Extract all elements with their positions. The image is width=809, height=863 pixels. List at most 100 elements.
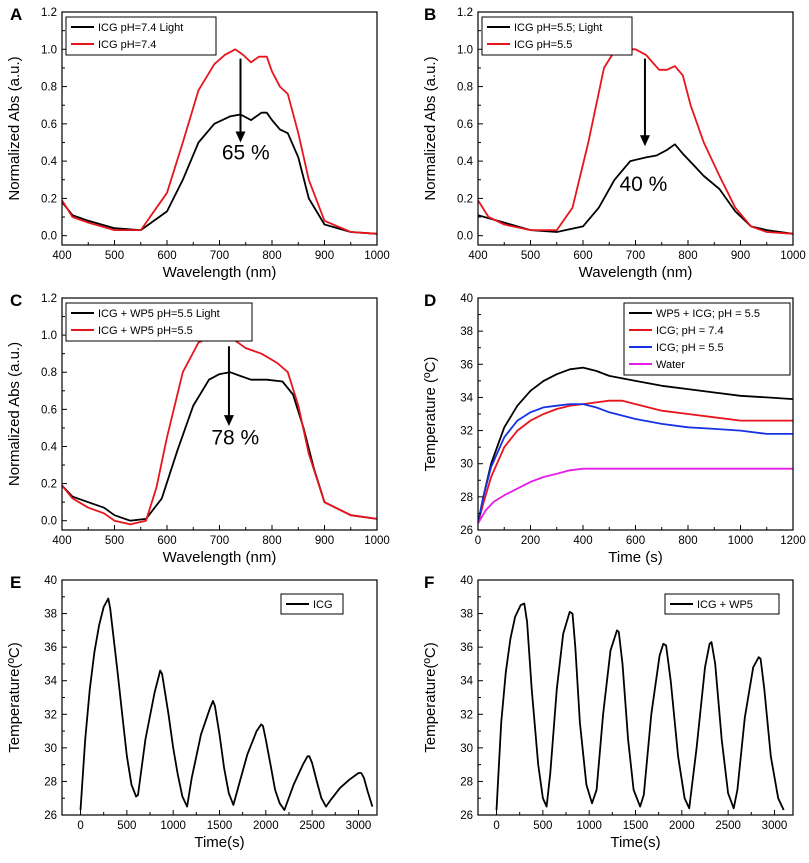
- panel-d: D 0 200 400 600 800 1000 1200 26 28 30 32 34 36 38 40 Ti…: [422, 291, 806, 566]
- x-tick-label: 2500: [715, 820, 741, 832]
- legend-box: [280, 593, 344, 615]
- y-tick-label: 1.2: [41, 293, 57, 305]
- series-line-2: [478, 48, 793, 235]
- x-tick-label: 0: [475, 535, 481, 547]
- y-axis-title: Temperature(ºC): [6, 642, 23, 753]
- x-tick-label: 400: [573, 535, 592, 547]
- y-tick-label: 28: [460, 492, 473, 504]
- legend: WP5 + ICG; pH = 5.5 ICG; pH = 7.4 ICG; pH …: [623, 302, 791, 376]
- decrease-annotation: 65 %: [222, 141, 270, 164]
- series-line-2: [478, 399, 793, 524]
- decrease-annotation: 78 %: [211, 427, 259, 450]
- y-tick-label: 1.0: [41, 44, 57, 56]
- y-tick-label: 32: [460, 426, 473, 438]
- panel-f: F 0 500 1000 1500 2000 2500 3000 26 28 30 32 34 36 38 4…: [422, 573, 794, 851]
- legend-label: ICG pH=5.5: [514, 39, 572, 51]
- series-line-1: [62, 111, 377, 235]
- x-tick-label: 900: [315, 535, 334, 547]
- legend-label: WP5 + ICG; pH = 5.5: [656, 308, 760, 320]
- y-tick-label: 30: [44, 743, 57, 755]
- x-tick-label: 400: [468, 250, 487, 262]
- y-tick-label: 1.0: [41, 330, 57, 342]
- x-tick-label: 900: [315, 250, 334, 262]
- legend-label: ICG pH=7.4 Light: [98, 22, 183, 34]
- x-tick-label: 900: [731, 250, 750, 262]
- x-tick-label: 1000: [576, 820, 602, 832]
- legend-label: ICG pH=7.4: [98, 39, 156, 51]
- x-tick-label: 800: [678, 535, 697, 547]
- panel-letter: E: [10, 573, 21, 592]
- legend: ICG + WP5: [664, 593, 780, 615]
- x-tick-label: 600: [573, 250, 592, 262]
- x-tick-label: 200: [521, 535, 540, 547]
- x-tick-label: 700: [210, 250, 229, 262]
- arrow-head: [223, 415, 234, 427]
- plot-frame: [61, 579, 378, 816]
- y-axis-title: Normalized Abs (a.u.): [6, 56, 23, 200]
- y-tick-label: 26: [44, 810, 57, 822]
- x-tick-label: 2000: [669, 820, 695, 832]
- x-tick-label: 500: [533, 820, 552, 832]
- series-line-2: [62, 48, 377, 235]
- x-tick-label: 500: [117, 820, 136, 832]
- x-tick-label: 1000: [780, 250, 806, 262]
- y-tick-label: 32: [44, 709, 57, 721]
- legend-box: [65, 16, 217, 56]
- legend-label: ICG; pH = 7.4: [656, 325, 724, 337]
- series-line-1: [79, 597, 374, 811]
- y-tick-label: 0.8: [457, 82, 473, 94]
- panel-letter: A: [10, 5, 22, 24]
- arrow-head: [235, 131, 246, 143]
- y-tick-label: 36: [44, 642, 57, 654]
- x-tick-label: 800: [262, 250, 281, 262]
- y-tick-label: 36: [460, 359, 473, 371]
- panel-b: B 400 500 600 700 800 900 1000 0.0 0.2 0.4 0.6 0.8 1.…: [422, 5, 806, 281]
- y-tick-label: 0.6: [457, 119, 473, 131]
- x-tick-label: 3000: [346, 820, 372, 832]
- series-line-1: [478, 143, 793, 235]
- y-tick-label: 0.6: [41, 119, 57, 131]
- y-tick-label: 0.8: [41, 367, 57, 379]
- x-tick-label: 500: [105, 250, 124, 262]
- y-tick-label: 0.4: [41, 156, 58, 168]
- y-tick-label: 0.4: [457, 156, 474, 168]
- x-tick-label: 1000: [160, 820, 186, 832]
- y-tick-label: 38: [460, 609, 473, 621]
- x-tick-label: 1000: [364, 535, 390, 547]
- x-tick-label: 3000: [762, 820, 788, 832]
- y-tick-label: 0.8: [41, 82, 57, 94]
- legend-label: ICG + WP5 pH=5.5 Light: [98, 308, 220, 320]
- y-tick-label: 36: [460, 642, 473, 654]
- x-tick-label: 400: [52, 535, 71, 547]
- x-tick-label: 1000: [364, 250, 390, 262]
- y-tick-label: 1.0: [457, 44, 473, 56]
- legend-label: ICG pH=5.5; Light: [514, 22, 602, 34]
- y-tick-label: 26: [460, 525, 473, 537]
- y-tick-label: 0.2: [41, 479, 57, 491]
- legend: ICG: [280, 593, 344, 615]
- x-tick-label: 0: [493, 820, 499, 832]
- y-tick-label: 0.6: [41, 404, 57, 416]
- legend: ICG pH=7.4 Light ICG pH=7.4: [65, 16, 217, 56]
- legend-label: ICG + WP5: [697, 599, 753, 611]
- legend-box: [481, 16, 633, 56]
- y-axis-title: Temperature(ºC): [422, 642, 439, 753]
- decrease-annotation: 40 %: [619, 173, 667, 196]
- y-tick-label: 1.2: [41, 7, 57, 19]
- y-axis-title: Normalized Abs (a.u.): [422, 56, 439, 200]
- panel-letter: F: [424, 573, 434, 592]
- panel-letter: D: [424, 291, 436, 310]
- series-line-1: [478, 366, 793, 524]
- x-tick-label: 600: [157, 250, 176, 262]
- x-tick-label: 600: [626, 535, 645, 547]
- y-tick-label: 30: [460, 459, 473, 471]
- panel-letter: B: [424, 5, 436, 24]
- panel-letter: C: [10, 291, 22, 310]
- panel-a: A 400 500 600 700 800 900 1000 0.0 0.2 0.4 0.6 0.8 1.…: [6, 5, 390, 281]
- y-tick-label: 40: [460, 293, 473, 305]
- y-tick-label: 0.2: [457, 193, 473, 205]
- x-tick-label: 500: [105, 535, 124, 547]
- y-tick-label: 0.2: [41, 193, 57, 205]
- y-tick-label: 34: [460, 676, 473, 688]
- x-tick-label: 400: [52, 250, 71, 262]
